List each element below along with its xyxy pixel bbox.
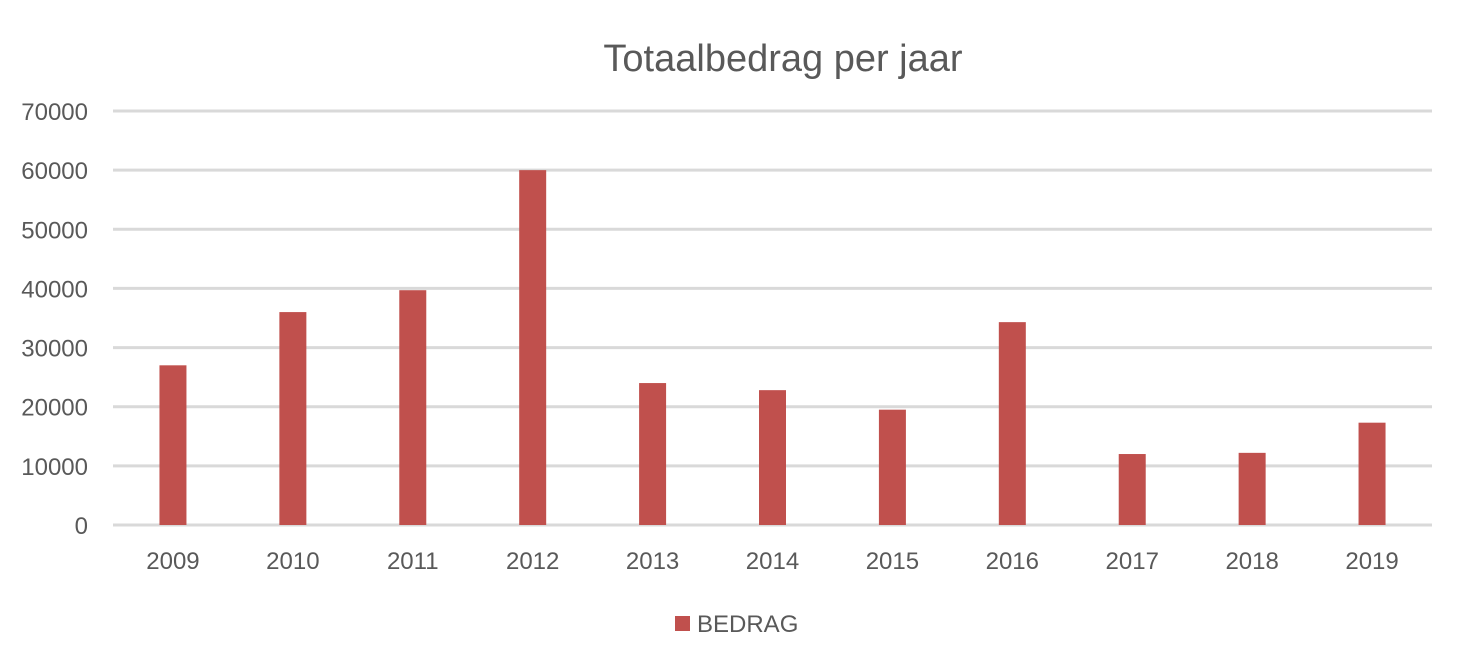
x-tick-label: 2015 bbox=[866, 548, 919, 575]
legend: BEDRAG bbox=[675, 611, 798, 638]
legend-swatch-bedrag bbox=[675, 616, 690, 631]
bar-2009 bbox=[159, 365, 187, 525]
bar-2013 bbox=[639, 383, 667, 525]
bar-2014 bbox=[759, 390, 786, 525]
y-tick-label: 60000 bbox=[21, 158, 88, 185]
x-tick-label: 2019 bbox=[1345, 548, 1398, 575]
x-tick-label: 2016 bbox=[986, 548, 1039, 575]
bar-2010 bbox=[279, 312, 307, 525]
x-tick-label: 2014 bbox=[746, 548, 799, 575]
bar-2017 bbox=[1118, 454, 1146, 525]
x-tick-label: 2013 bbox=[626, 548, 679, 575]
x-tick-label: 2012 bbox=[506, 548, 559, 575]
y-tick-label: 10000 bbox=[21, 454, 88, 481]
chart-title: Totaalbedrag per jaar bbox=[603, 38, 962, 80]
bar-2015 bbox=[878, 409, 906, 525]
bar-2016 bbox=[998, 322, 1026, 525]
y-axis-ticks: 0 10000 20000 30000 40000 50000 60000 70000 bbox=[21, 99, 88, 540]
bar-2019 bbox=[1358, 422, 1386, 525]
bars bbox=[159, 170, 1386, 525]
x-tick-label: 2009 bbox=[146, 548, 199, 575]
x-tick-label: 2017 bbox=[1106, 548, 1159, 575]
y-tick-label: 50000 bbox=[21, 217, 88, 244]
y-tick-label: 40000 bbox=[21, 276, 88, 303]
x-axis-ticks: 2009 2010 2011 2012 2013 2014 2015 2016 2017 2018… bbox=[146, 548, 1398, 575]
y-tick-label: 20000 bbox=[21, 395, 88, 422]
legend-label-bedrag: BEDRAG bbox=[697, 611, 798, 638]
y-tick-label: 30000 bbox=[21, 336, 88, 363]
y-tick-label: 70000 bbox=[21, 99, 88, 126]
y-tick-label: 0 bbox=[75, 513, 88, 540]
bar-2018 bbox=[1238, 452, 1266, 525]
x-tick-label: 2011 bbox=[387, 548, 439, 575]
bar-2011 bbox=[399, 290, 427, 525]
bar-2012 bbox=[519, 170, 547, 525]
x-tick-label: 2010 bbox=[266, 548, 319, 575]
x-tick-label: 2018 bbox=[1225, 548, 1278, 575]
